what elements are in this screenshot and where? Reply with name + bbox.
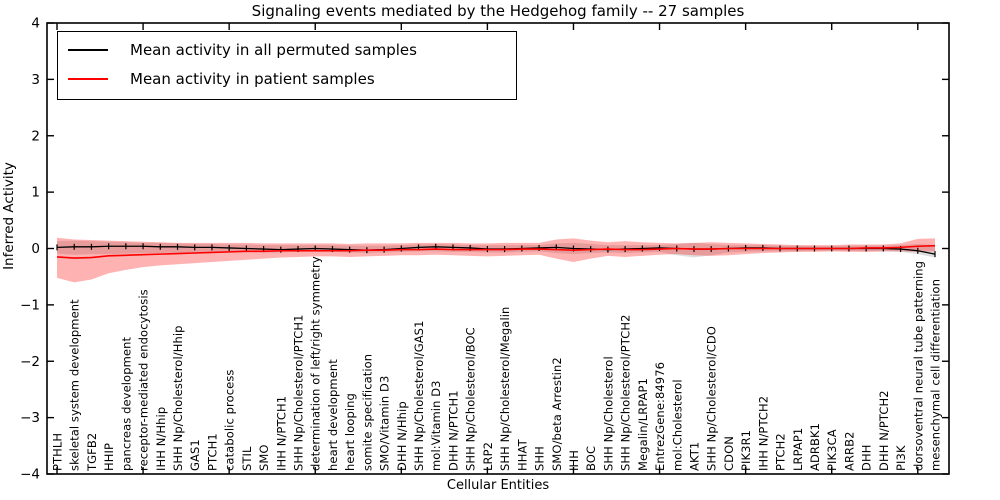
patient-line-swatch <box>68 78 108 80</box>
x-category-label: AKT1 <box>687 442 701 471</box>
x-category-label: CDON <box>722 436 736 471</box>
y-tick-label: 4 <box>31 16 40 32</box>
x-category-label: SHH Np/Cholesterol/Hhip <box>171 325 185 471</box>
x-category-label: ARRB2 <box>842 431 856 471</box>
x-category-label: BOC <box>584 446 598 471</box>
chart-title: Signaling events mediated by the Hedgeho… <box>251 2 745 20</box>
x-category-label: mesenchymal cell differentiation <box>929 279 943 471</box>
x-category-label: LRP2 <box>481 442 495 471</box>
x-category-label: SMO/beta Arrestin2 <box>550 357 564 471</box>
y-tick-label: 1 <box>31 185 40 201</box>
x-category-label: TGFB2 <box>85 433 99 472</box>
x-category-label: SHH Np/Cholesterol/GAS1 <box>412 320 426 471</box>
x-category-label: DHH N/PTCH2 <box>877 390 891 471</box>
x-category-label: DHH <box>860 445 874 471</box>
legend-label-permuted: Mean activity in all permuted samples <box>130 41 417 59</box>
x-category-label: SHH <box>533 446 547 471</box>
y-tick-label: −2 <box>20 354 40 370</box>
x-category-label: IHH N/PTCH2 <box>756 396 770 471</box>
y-tick-label: 0 <box>31 241 40 257</box>
x-category-label: PIK3R1 <box>739 430 753 471</box>
x-category-label: EntrezGene:84976 <box>653 362 667 471</box>
x-category-label: heart looping <box>343 393 357 471</box>
x-category-label: SHH Np/Cholesterol/Megalin <box>498 307 512 471</box>
x-category-label: SMO <box>257 444 271 471</box>
x-category-label: SHH Np/Cholesterol/PTCH1 <box>292 315 306 472</box>
x-category-label: PTCH1 <box>205 433 219 471</box>
x-category-label: dorsoventral neural tube patterning <box>911 261 925 471</box>
legend-item-permuted: Mean activity in all permuted samples <box>68 39 504 61</box>
x-category-label: SHH Np/Cholesterol <box>601 356 615 471</box>
x-category-label: PI3K <box>894 445 908 471</box>
x-category-label: pancreas development <box>119 337 133 471</box>
x-category-label: GAS1 <box>188 439 202 471</box>
y-tick-label: −3 <box>20 410 40 426</box>
x-category-label: PTCH2 <box>774 433 788 471</box>
x-category-label: PTHLH <box>51 433 65 471</box>
std-band <box>57 237 935 283</box>
x-category-label: DHH N/PTCH1 <box>446 390 460 471</box>
legend-item-patient: Mean activity in patient samples <box>68 68 504 90</box>
mean-line <box>56 244 936 259</box>
x-category-label: Megalin/LRPAP1 <box>636 378 650 471</box>
x-category-label: STIL <box>240 446 254 471</box>
y-tick-label: −1 <box>20 297 40 313</box>
y-tick-label: 3 <box>31 72 40 88</box>
x-category-label: mol:Cholesterol <box>670 379 684 471</box>
x-category-label: IHH N/Hhip <box>154 407 168 471</box>
x-category-label: receptor-mediated endocytosis <box>137 289 151 471</box>
x-category-label: SHH Np/Cholesterol/CDO <box>705 326 719 471</box>
x-category-label: ADRBK1 <box>808 423 822 471</box>
x-category-label: mol:Vitamin D3 <box>429 380 443 471</box>
y-axis-label: Inferred Activity <box>1 162 17 270</box>
legend-label-patient: Mean activity in patient samples <box>130 70 375 88</box>
x-axis-label: Cellular Entities <box>446 478 550 493</box>
x-category-label: IHH N/PTCH1 <box>274 396 288 471</box>
x-category-label: IHH <box>567 450 581 471</box>
x-category-label: HHIP <box>102 443 116 471</box>
x-category-label: somite specification <box>360 354 374 471</box>
x-category-label: SHH Np/Cholesterol/PTCH2 <box>619 315 633 472</box>
legend-box: Mean activity in all permuted samples Me… <box>57 31 517 100</box>
x-category-label: PIK3CA <box>825 429 839 471</box>
x-category-label: HHAT <box>515 438 529 471</box>
x-category-label: LRPAP1 <box>791 428 805 471</box>
x-category-label: determination of left/right symmetry <box>309 256 323 471</box>
x-category-label: DHH N/Hhip <box>395 401 409 471</box>
x-category-label: catabolic process <box>223 369 237 471</box>
x-category-label: skeletal system development <box>68 299 82 471</box>
permuted-line-swatch <box>68 49 108 51</box>
x-category-label: SMO/Vitamin D3 <box>378 376 392 471</box>
y-tick-label: 2 <box>31 128 40 144</box>
y-tick-label: −4 <box>20 467 40 483</box>
x-category-label: heart development <box>326 359 340 471</box>
x-category-label: SHH Np/Cholesterol/BOC <box>464 327 478 471</box>
